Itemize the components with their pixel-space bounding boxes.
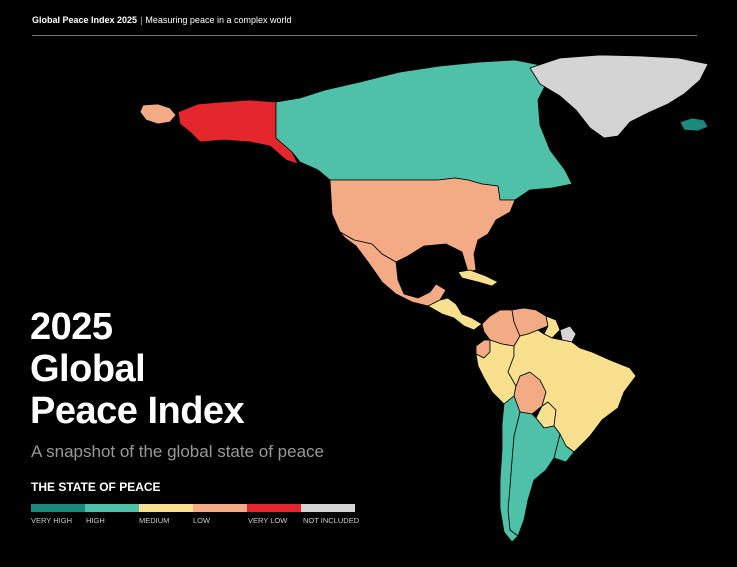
title-line-global: Global — [30, 348, 146, 390]
report-subtitle: A snapshot of the global state of peace — [31, 442, 324, 461]
map-region-french-guiana — [559, 325, 577, 343]
report-title: 2025 Global Peace Index — [30, 306, 245, 432]
title-line-peace-index: Peace Index — [30, 390, 245, 432]
legend-label-very-low: VERY LOW — [248, 516, 288, 525]
header-separator: | — [140, 15, 143, 25]
legend-label-high: HIGH — [86, 516, 105, 525]
map-region-brazil — [507, 329, 637, 453]
legend-label-very-high: VERY HIGH — [31, 516, 72, 525]
map-region-iceland — [679, 117, 709, 132]
legend-swatch-medium — [139, 504, 193, 512]
map-region-central-america — [427, 297, 483, 331]
legend-label-low: LOW — [193, 516, 211, 525]
map-region-cuba — [457, 269, 499, 287]
header-tagline: Measuring peace in a complex world — [145, 15, 292, 25]
map-region-alaska — [177, 99, 299, 165]
title-year: 2025 — [30, 306, 113, 348]
legend-swatch-very-low — [247, 504, 301, 512]
header-brand: Global Peace Index 2025 — [32, 15, 138, 25]
legend-labels: VERY HIGH HIGH MEDIUM LOW VERY LOW NOT INCLUD… — [31, 516, 361, 528]
legend-swatch-very-high — [31, 504, 85, 512]
map-region-chukotka — [139, 103, 177, 125]
header: Global Peace Index 2025 | Measuring peace … — [32, 15, 291, 25]
legend-swatch-not-included — [301, 504, 355, 512]
map-region-mexico — [339, 231, 447, 307]
header-divider — [32, 35, 697, 36]
legend-title: THE STATE OF PEACE — [31, 480, 161, 494]
legend-swatch-low — [193, 504, 247, 512]
map-region-chile — [499, 395, 521, 543]
map-region-argentina — [507, 411, 561, 537]
legend-label-medium: MEDIUM — [139, 516, 170, 525]
legend-label-not-included: NOT INCLUDED — [303, 516, 360, 525]
map-region-greenland — [529, 54, 709, 139]
map-region-united-states — [329, 177, 516, 273]
map-region-canada — [275, 59, 573, 201]
legend-color-bar — [31, 504, 355, 512]
map-region-venezuela — [511, 307, 549, 337]
legend-swatch-high — [85, 504, 139, 512]
